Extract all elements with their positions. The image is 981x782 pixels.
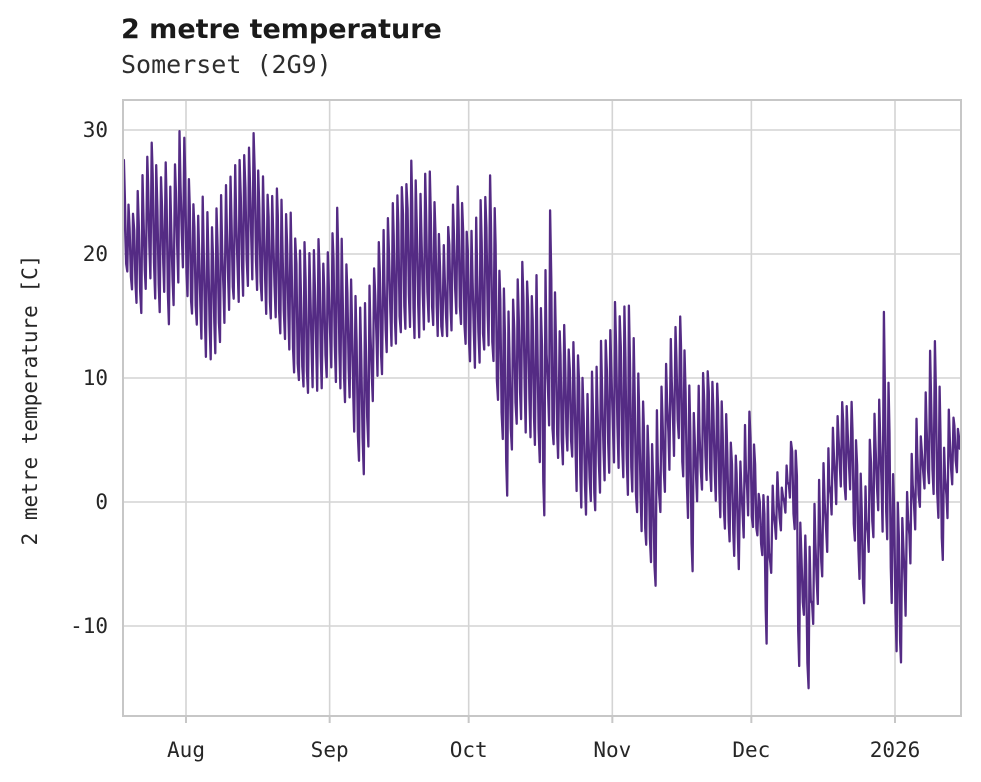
y-tick-label: 30 [83,118,108,142]
x-tick-label: 2026 [870,738,921,762]
x-tick-label: Nov [593,738,631,762]
x-tick-label: Dec [732,738,770,762]
chart-title: 2 metre temperature [121,14,442,45]
x-tick-label: Sep [311,738,349,762]
y-tick-label: 10 [83,366,108,390]
y-tick-label: 20 [83,242,108,266]
y-tick-label: 0 [95,490,108,514]
y-tick-label: -10 [70,614,108,638]
chart-subtitle: Somerset (2G9) [121,50,332,79]
x-tick-label: Aug [167,738,205,762]
x-tick-label: Oct [450,738,488,762]
